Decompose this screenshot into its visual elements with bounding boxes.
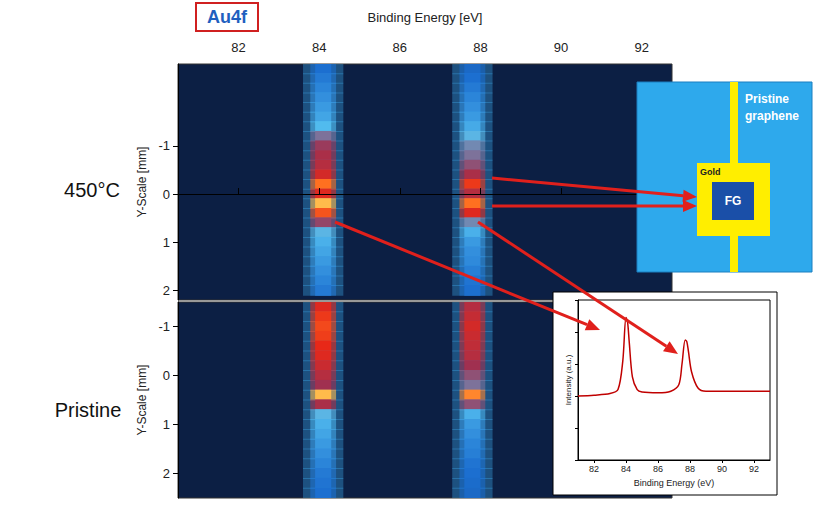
- svg-text:Binding Energy [eV]: Binding Energy [eV]: [368, 10, 483, 25]
- svg-text:90: 90: [717, 464, 727, 474]
- svg-text:84: 84: [312, 40, 326, 55]
- svg-text:82: 82: [231, 40, 245, 55]
- svg-text:86: 86: [393, 40, 407, 55]
- svg-text:90: 90: [554, 40, 568, 55]
- svg-text:Au4f: Au4f: [207, 7, 248, 27]
- svg-text:-1: -1: [158, 319, 170, 334]
- svg-text:86: 86: [653, 464, 663, 474]
- svg-text:graphene: graphene: [745, 109, 799, 123]
- svg-text:88: 88: [473, 40, 487, 55]
- svg-text:2: 2: [163, 283, 170, 298]
- svg-text:450°C: 450°C: [64, 179, 120, 201]
- svg-text:Pristine: Pristine: [55, 399, 122, 421]
- svg-text:84: 84: [621, 464, 631, 474]
- svg-text:2: 2: [163, 466, 170, 481]
- svg-text:0: 0: [163, 368, 170, 383]
- svg-text:0: 0: [163, 187, 170, 202]
- svg-text:1: 1: [163, 235, 170, 250]
- svg-text:Pristine: Pristine: [745, 92, 789, 106]
- svg-text:92: 92: [749, 464, 759, 474]
- svg-text:FG: FG: [725, 194, 742, 208]
- svg-text:88: 88: [685, 464, 695, 474]
- svg-text:Gold: Gold: [700, 167, 721, 177]
- svg-text:-1: -1: [158, 138, 170, 153]
- svg-text:Binding Energy (eV): Binding Energy (eV): [634, 478, 715, 488]
- svg-text:92: 92: [635, 40, 649, 55]
- svg-text:Y-Scale [mm]: Y-Scale [mm]: [135, 365, 149, 436]
- svg-text:Intensity (a.u.): Intensity (a.u.): [564, 354, 573, 405]
- svg-text:82: 82: [589, 464, 599, 474]
- svg-text:1: 1: [163, 417, 170, 432]
- svg-text:Y-Scale [mm]: Y-Scale [mm]: [135, 147, 149, 218]
